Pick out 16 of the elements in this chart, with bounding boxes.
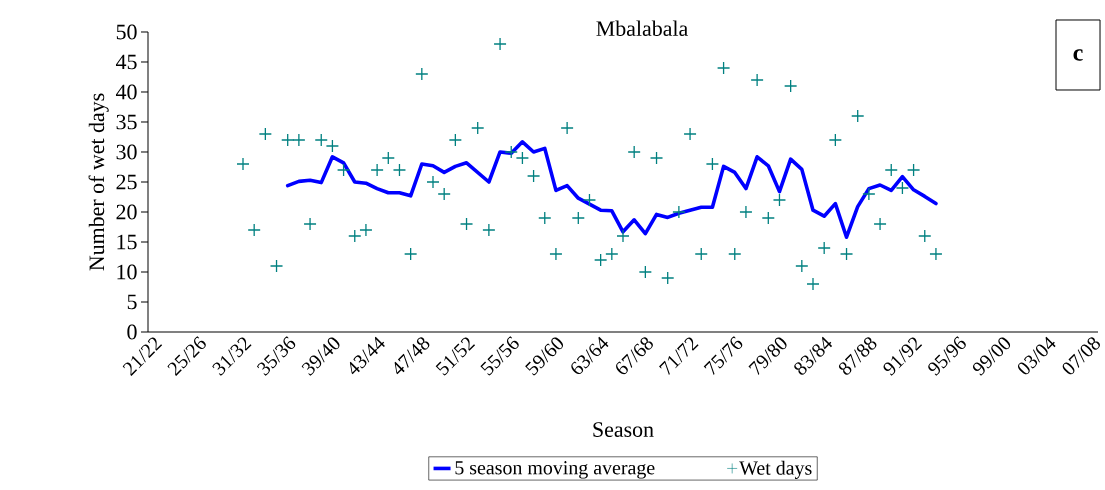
legend-label: Wet days	[739, 460, 812, 479]
y-tick-label: 35	[116, 114, 137, 130]
y-axis-title: Number of wet days	[88, 93, 109, 271]
y-tick-label: 5	[127, 294, 137, 310]
y-tick-label: 15	[117, 234, 137, 250]
chart-title: Mbalabala	[596, 20, 688, 36]
y-tick-label: 50	[116, 24, 137, 40]
y-tick-label: 40	[115, 84, 137, 100]
y-tick-label: 10	[117, 264, 137, 280]
y-tick-label: 45	[115, 54, 137, 70]
x-axis-title: Season	[593, 422, 654, 437]
y-tick-label: 30	[116, 144, 137, 160]
annotation: c	[1073, 49, 1083, 61]
y-tick-label: 20	[116, 204, 137, 220]
y-tick-label: 25	[116, 174, 137, 190]
legend-label: 5 season moving average	[455, 461, 655, 479]
